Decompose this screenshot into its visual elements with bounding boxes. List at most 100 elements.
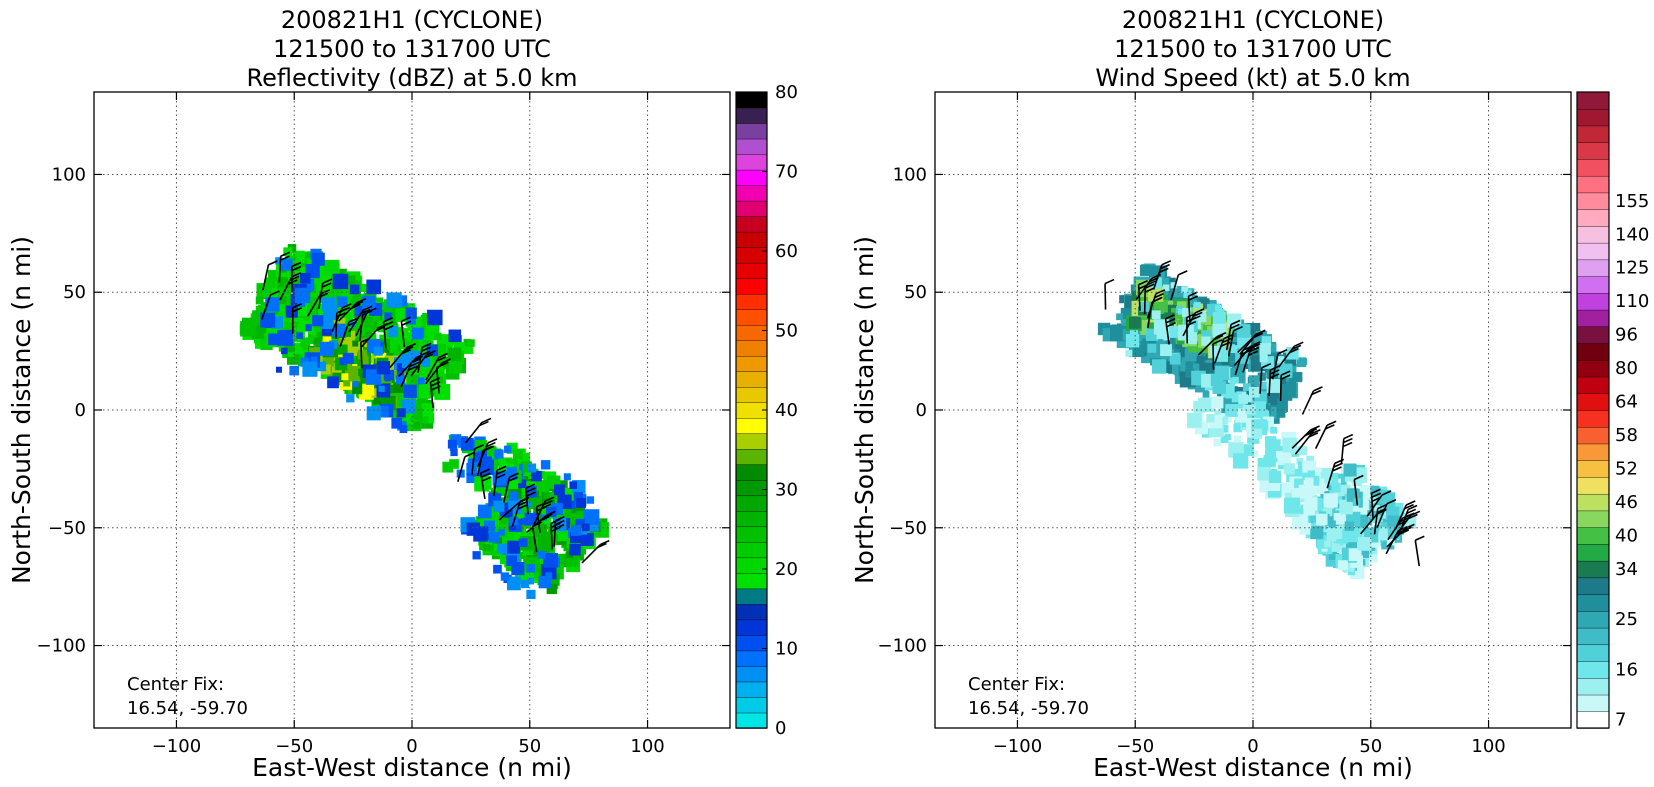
wind-barb-staff bbox=[331, 307, 344, 332]
wind-barb-flag bbox=[599, 539, 610, 546]
colorbar-tick-label: 60 bbox=[775, 241, 798, 262]
echo-cell bbox=[268, 333, 280, 346]
echo-cell bbox=[396, 408, 406, 418]
echo-cell bbox=[550, 503, 563, 515]
wind-barb-staff bbox=[1237, 333, 1257, 354]
wind-barb-flag bbox=[1186, 320, 1197, 327]
echo-cell bbox=[1220, 435, 1229, 444]
colorbar-bin bbox=[1576, 142, 1610, 160]
echo-cell bbox=[1211, 396, 1224, 409]
colorbar-bin bbox=[1576, 225, 1610, 244]
echo-cell bbox=[1165, 284, 1174, 294]
echo-cell bbox=[1268, 470, 1282, 484]
echo-cell bbox=[341, 286, 354, 299]
echo-cell bbox=[1278, 482, 1292, 496]
wind-barb-flag bbox=[409, 361, 420, 368]
echo-cell bbox=[1220, 424, 1229, 433]
wind-barb-flag bbox=[1104, 278, 1115, 285]
colorbar-bin bbox=[735, 696, 768, 714]
echo-cell bbox=[1298, 446, 1308, 456]
echo-cell bbox=[1380, 521, 1391, 532]
echo-cell bbox=[296, 336, 303, 343]
wind-barb-staff bbox=[262, 264, 270, 291]
wind-barb-flag bbox=[1289, 347, 1299, 354]
echo-cell bbox=[307, 296, 318, 308]
echo-cell bbox=[1204, 313, 1216, 325]
wind-barb-staff bbox=[553, 520, 557, 547]
echo-cell bbox=[1245, 395, 1253, 403]
colorbar-bin bbox=[735, 510, 768, 528]
echo-cell bbox=[352, 382, 364, 395]
wind-barb-flag bbox=[1396, 529, 1406, 535]
wind-barb-flag bbox=[479, 420, 489, 427]
wind-barb-staff bbox=[1385, 530, 1399, 555]
wind-barb-flag bbox=[1250, 342, 1261, 349]
colorbar-bin bbox=[735, 355, 768, 372]
echo-cell bbox=[1292, 513, 1308, 530]
colorbar-tick-label: 46 bbox=[1615, 492, 1638, 513]
echo-cell bbox=[342, 352, 354, 364]
echo-cell bbox=[1139, 264, 1151, 276]
chart-title-line: Reflectivity (dBZ) at 5.0 km bbox=[247, 64, 578, 92]
colorbar-bin bbox=[735, 138, 768, 155]
echo-cell bbox=[1348, 548, 1362, 562]
colorbar-bin bbox=[1576, 493, 1610, 512]
wind-barb-staff bbox=[1228, 330, 1235, 357]
echo-cell bbox=[285, 305, 298, 318]
echo-cell bbox=[1210, 305, 1217, 313]
echo-cell bbox=[1340, 501, 1353, 515]
wind-barb-flag bbox=[1332, 466, 1342, 472]
echo-cell bbox=[284, 341, 295, 353]
wind-barb-flag bbox=[480, 468, 491, 474]
colorbar-bin bbox=[735, 572, 768, 590]
wind-barb-staff bbox=[261, 294, 272, 320]
colorbar-tick-label: 125 bbox=[1615, 258, 1649, 279]
wind-barb-flag bbox=[539, 515, 550, 522]
echo-cell bbox=[343, 379, 351, 387]
echo-cell bbox=[520, 461, 532, 473]
wind-barb-flag bbox=[1186, 312, 1196, 319]
wind-barb-flag bbox=[541, 503, 552, 510]
wind-barb-flag bbox=[347, 321, 357, 327]
echo-cell bbox=[537, 536, 554, 552]
echo-cell bbox=[423, 412, 435, 424]
echo-cell bbox=[522, 545, 533, 557]
colorbar-bin bbox=[1576, 125, 1610, 143]
wind-barb-flag bbox=[1402, 513, 1412, 519]
colorbar-bin bbox=[1576, 677, 1610, 696]
colorbar-bin bbox=[735, 417, 768, 434]
wind-barb-flag bbox=[1261, 363, 1272, 369]
echo-cell bbox=[1331, 543, 1340, 552]
wind-barb-flag bbox=[496, 465, 507, 471]
echo-cell bbox=[1156, 329, 1167, 340]
echo-cell bbox=[1167, 365, 1177, 375]
echo-cell bbox=[507, 540, 520, 554]
colorbar-bin bbox=[735, 215, 768, 233]
colorbar-bin bbox=[1576, 610, 1610, 629]
center-fix-annotation: Center Fix: bbox=[127, 674, 224, 695]
echo-cell bbox=[255, 296, 264, 305]
colorbar-tick-label: 52 bbox=[1615, 459, 1638, 480]
echo-cell bbox=[507, 576, 521, 591]
echo-cell bbox=[448, 329, 462, 343]
wind-barb-flag bbox=[1154, 292, 1164, 299]
colorbar-tick-label: 80 bbox=[775, 82, 798, 103]
echo-cell bbox=[508, 522, 516, 530]
wind-barb-flag bbox=[525, 487, 536, 493]
colorbar-tick-label: 80 bbox=[1615, 358, 1638, 379]
echo-cell bbox=[317, 294, 326, 304]
echo-cell bbox=[1357, 537, 1372, 551]
echo-cell bbox=[310, 356, 318, 364]
wind-barb-flag bbox=[292, 302, 303, 309]
wind-barb-flag bbox=[546, 510, 556, 517]
x-tick-label: 0 bbox=[406, 736, 417, 757]
echo-cell bbox=[393, 383, 404, 393]
wind-barb-flag bbox=[1310, 425, 1320, 431]
echo-cell bbox=[1171, 307, 1183, 320]
echo-cell bbox=[1382, 512, 1389, 519]
echo-cell bbox=[346, 275, 356, 285]
wind-barb-staff bbox=[1268, 369, 1272, 396]
echo-cell bbox=[1307, 470, 1315, 478]
wind-barb-flag bbox=[426, 350, 436, 356]
echo-cell bbox=[1278, 387, 1292, 400]
